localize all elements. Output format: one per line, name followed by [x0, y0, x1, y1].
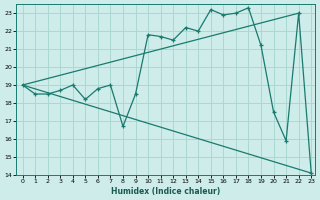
X-axis label: Humidex (Indice chaleur): Humidex (Indice chaleur)	[111, 187, 220, 196]
